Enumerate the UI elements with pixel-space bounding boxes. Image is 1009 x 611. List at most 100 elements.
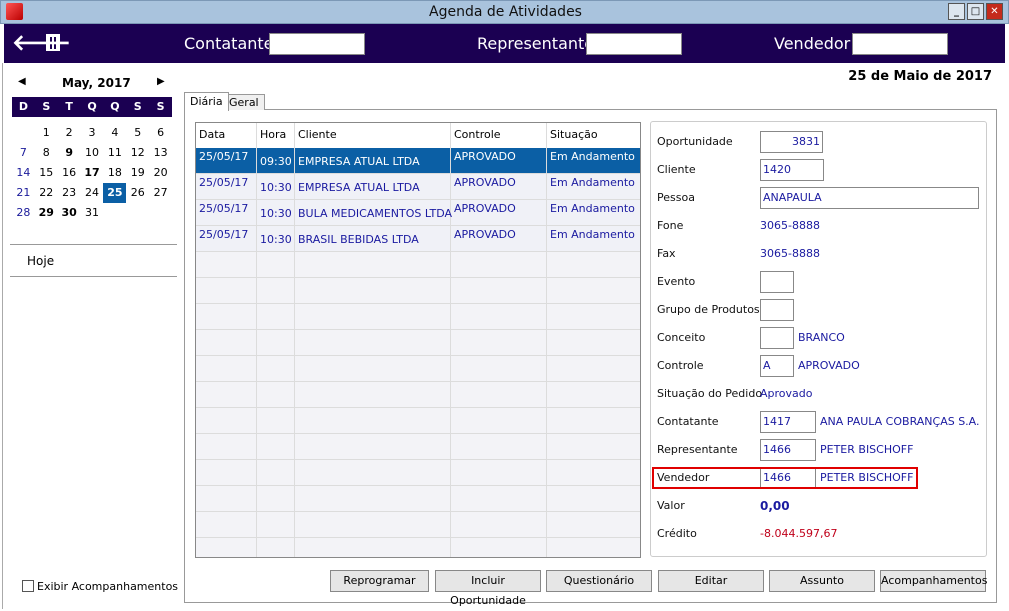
field-label-evento: Evento [657,275,696,288]
field-label-valor: Valor [657,499,685,512]
trash-icon[interactable] [46,34,60,51]
cell-data: 25/05/17 [196,174,257,200]
calendar-day[interactable]: 13 [153,146,168,159]
calendar-day[interactable]: 6 [157,126,165,139]
tab-diaria[interactable]: Diária [184,92,229,111]
calendar-day[interactable]: 17 [84,166,100,179]
empty-row [196,278,640,304]
calendar-day[interactable]: 8 [42,146,50,159]
table-row[interactable]: 25/05/17 10:30 BRASIL BEBIDAS LTDA APROVADO… [196,226,640,252]
cell-data: 25/05/17 [196,226,257,252]
table-row[interactable]: 25/05/17 10:30 EMPRESA ATUAL LTDA APROVADO E… [196,174,640,200]
field-input-evento[interactable] [760,271,794,293]
column-header-situacao[interactable]: Situação [547,123,640,149]
acompanhamentos-button[interactable]: Acompanhamentos [880,570,987,592]
field-input-pessoa[interactable]: ANAPAULA [760,187,979,209]
arrow-left-icon[interactable]: 🡐 [12,31,71,56]
calendar-day[interactable]: 26 [130,186,145,199]
field-desc-contatante: ANA PAULA COBRANÇAS S.A. [820,415,980,428]
cell-hora [257,304,295,330]
calendar-day[interactable]: 7 [19,146,27,159]
tab-geral[interactable]: Geral [223,94,265,110]
show-followups-checkbox[interactable] [22,580,34,592]
vendedor-input[interactable] [852,33,948,55]
calendar-day[interactable]: 16 [62,166,77,179]
field-input-cliente[interactable]: 1420 [760,159,824,181]
calendar-day[interactable]: 1 [42,126,50,139]
field-input-conceito[interactable] [760,327,794,349]
calendar-day[interactable]: 22 [39,186,54,199]
calendar-day[interactable]: 11 [107,146,122,159]
calendar-day[interactable]: 31 [85,206,99,219]
calendar-day[interactable]: 24 [85,186,99,199]
next-month-icon[interactable]: ▶ [157,76,165,87]
tab-panel [184,109,997,603]
empty-row [196,330,640,356]
column-header-data[interactable]: Data [196,123,257,149]
column-header-hora[interactable]: Hora [257,123,295,149]
calendar-day[interactable]: 20 [153,166,168,179]
calendar-day[interactable]: 18 [107,166,122,179]
minimize-button[interactable]: _ [948,3,965,20]
field-label-credito: Crédito [657,527,697,540]
empty-row [196,408,640,434]
today-link[interactable]: Hoje [27,254,55,268]
calendar-day[interactable]: 10 [85,146,99,159]
field-input-grupo[interactable] [760,299,794,321]
representante-input[interactable] [586,33,682,55]
prev-month-icon[interactable]: ◀ [18,76,26,87]
calendar-day[interactable]: 12 [130,146,145,159]
questionario-button[interactable]: Questionário [546,570,652,592]
weekday-label: Q [87,100,97,113]
calendar-day[interactable]: 2 [65,126,73,139]
calendar-day[interactable]: 5 [134,126,142,139]
cell-hora: 10:30 [257,226,295,252]
calendar-day[interactable]: 3 [88,126,96,139]
cell-data [196,408,257,434]
empty-row [196,486,640,512]
calendar-day[interactable]: 4 [111,126,119,139]
editar-button[interactable]: Editar [658,570,764,592]
empty-row [196,434,640,460]
field-input-oportunidade[interactable]: 3831 [760,131,823,153]
assunto-button[interactable]: Assunto [769,570,875,592]
calendar-day[interactable]: 15 [39,166,54,179]
field-input-representante[interactable]: 1466 [760,439,816,461]
calendar-day[interactable]: 23 [62,186,77,199]
weekday-label: T [65,100,73,113]
table-row[interactable]: 25/05/17 10:30 BULA MEDICAMENTOS LTDA APROV… [196,200,640,226]
incluir-oportunidade-button[interactable]: Incluir Oportunidade [435,570,541,607]
cell-cliente [295,538,451,557]
calendar-day[interactable]: 9 [65,146,73,159]
cell-hora [257,278,295,304]
cell-cliente: BRASIL BEBIDAS LTDA [295,226,451,252]
cell-situacao [547,512,640,538]
field-desc-representante: PETER BISCHOFF [820,443,914,456]
table-row[interactable]: 25/05/17 09:30 EMPRESA ATUAL LTDA APROVADO E… [196,148,640,174]
vendedor-highlight [652,467,918,489]
field-input-controle[interactable]: A [760,355,794,377]
weekday-label: S [133,100,142,113]
cell-controle [451,278,547,304]
maximize-button[interactable]: □ [967,3,984,20]
cell-cliente [295,356,451,382]
calendar-day[interactable]: 28 [16,206,31,219]
calendar-day[interactable]: 25 [103,183,127,203]
contatante-input[interactable] [269,33,365,55]
calendar-day[interactable]: 29 [38,206,54,219]
empty-row [196,382,640,408]
calendar-week: 28 29 30 31 [12,203,172,223]
calendar-day[interactable]: 30 [61,206,77,219]
close-button[interactable]: ✕ [986,3,1003,20]
calendar-day[interactable]: 27 [153,186,168,199]
calendar-day[interactable]: 21 [16,186,31,199]
field-value-fone: 3065-8888 [760,219,820,232]
reprogramar-button[interactable]: Reprogramar [330,570,429,592]
column-header-controle[interactable]: Controle [451,123,547,149]
field-value-situacao: Aprovado [760,387,813,400]
calendar-day[interactable]: 14 [16,166,31,179]
column-header-cliente[interactable]: Cliente [295,123,451,149]
calendar-day[interactable]: 19 [130,166,145,179]
field-input-contatante[interactable]: 1417 [760,411,816,433]
